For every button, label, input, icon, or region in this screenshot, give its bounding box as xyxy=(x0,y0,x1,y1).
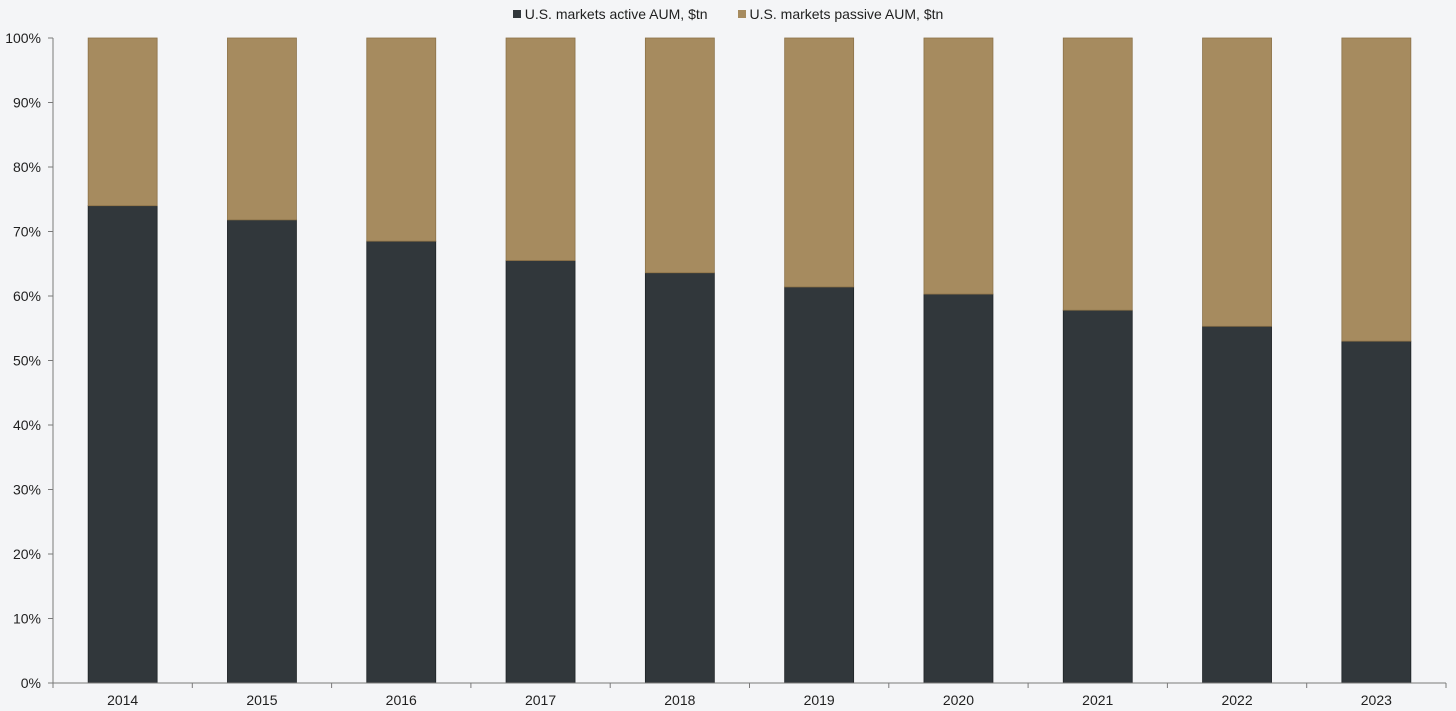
bar-active-2021 xyxy=(1062,309,1133,684)
y-tick-label: 70% xyxy=(13,224,41,240)
y-tick-label: 30% xyxy=(13,482,41,498)
y-tick-label: 0% xyxy=(21,675,41,691)
y-tick-label: 100% xyxy=(5,30,41,46)
x-tick-label: 2018 xyxy=(664,692,695,708)
x-tick-label: 2020 xyxy=(943,692,974,708)
x-tick-label: 2016 xyxy=(386,692,417,708)
bar-active-2020 xyxy=(923,293,994,684)
y-tick-label: 80% xyxy=(13,159,41,175)
bar-active-2018 xyxy=(644,272,715,684)
x-tick-label: 2014 xyxy=(107,692,138,708)
x-tick-label: 2017 xyxy=(525,692,556,708)
y-tick-label: 20% xyxy=(13,546,41,562)
legend-label-passive: U.S. markets passive AUM, $tn xyxy=(749,6,944,22)
bar-passive-2021 xyxy=(1062,37,1133,311)
x-tick-label: 2015 xyxy=(246,692,277,708)
bar-passive-2015 xyxy=(227,37,297,221)
x-tick-label: 2023 xyxy=(1361,692,1392,708)
bar-active-2022 xyxy=(1202,325,1272,684)
legend-item-passive: U.S. markets passive AUM, $tn xyxy=(737,6,944,22)
legend-item-active: U.S. markets active AUM, $tn xyxy=(512,6,708,22)
legend-label-active: U.S. markets active AUM, $tn xyxy=(524,6,708,22)
x-tick-label: 2019 xyxy=(804,692,835,708)
legend-swatch-active xyxy=(512,10,521,18)
bar-active-2019 xyxy=(784,286,855,684)
bar-active-2016 xyxy=(366,240,437,684)
bar-active-2015 xyxy=(227,219,297,684)
legend: U.S. markets active AUM, $tn U.S. market… xyxy=(0,4,1456,24)
bar-passive-2014 xyxy=(87,37,158,207)
x-tick-label: 2022 xyxy=(1221,692,1252,708)
y-tick-label: 50% xyxy=(13,353,41,369)
bar-active-2023 xyxy=(1341,340,1412,684)
x-tick-label: 2021 xyxy=(1082,692,1113,708)
bar-passive-2020 xyxy=(923,37,994,295)
y-tick-label: 10% xyxy=(13,611,41,627)
y-tick-label: 90% xyxy=(13,95,41,111)
bar-passive-2016 xyxy=(366,37,437,242)
bar-passive-2018 xyxy=(644,37,715,274)
bar-active-2017 xyxy=(505,260,576,684)
bar-passive-2017 xyxy=(505,37,576,261)
bar-passive-2019 xyxy=(784,37,855,288)
legend-swatch-passive xyxy=(737,10,746,18)
bar-passive-2022 xyxy=(1202,37,1272,327)
bar-passive-2023 xyxy=(1341,37,1412,342)
y-tick-label: 40% xyxy=(13,417,41,433)
bar-active-2014 xyxy=(87,205,158,684)
y-tick-label: 60% xyxy=(13,288,41,304)
